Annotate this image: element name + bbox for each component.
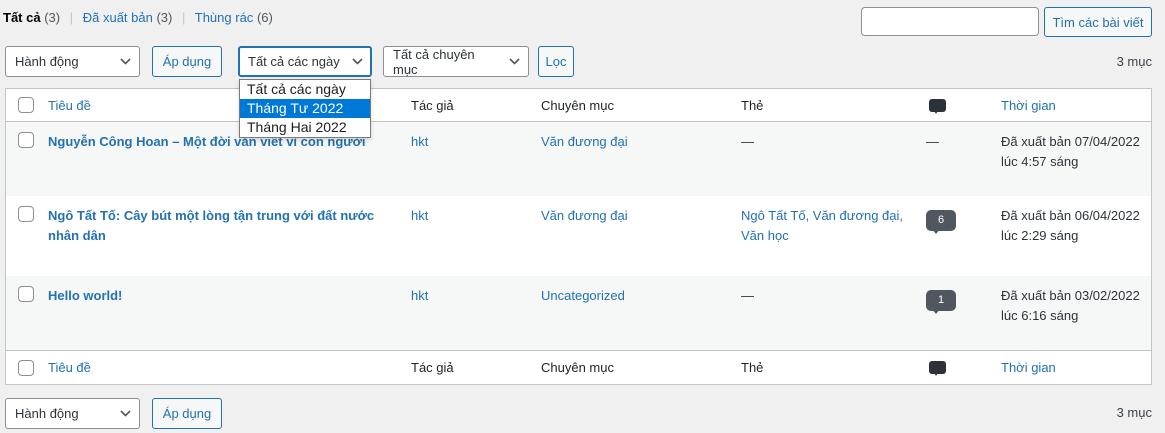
view-published-count-value: (3): [156, 10, 173, 25]
items-count-bottom: 3 mục: [1116, 405, 1152, 420]
view-all-link[interactable]: Tất cả: [3, 10, 41, 25]
posts-table: Tiêu đề Tác giả Chuyên mục Thẻ Thời gian…: [5, 88, 1152, 385]
post-status: Đã xuất bản: [1001, 288, 1072, 303]
search-posts-button[interactable]: Tìm các bài viết: [1044, 7, 1152, 37]
column-header-author: Tác giả: [411, 97, 454, 113]
filter-button[interactable]: Lọc: [538, 46, 574, 77]
items-count-top: 3 mục: [1116, 54, 1152, 69]
author-link[interactable]: hkt: [411, 288, 429, 303]
select-all-checkbox[interactable]: [18, 359, 34, 376]
date-cell: Đã xuất bản 06/04/2022 lúc 2:29 sáng: [996, 196, 1146, 276]
comments-icon: [929, 361, 946, 376]
view-published-link[interactable]: Đã xuất bản: [82, 10, 153, 25]
view-all-count-value: (3): [44, 10, 61, 25]
table-row: Nguyễn Công Hoan – Một đời văn viết vì c…: [6, 122, 1151, 196]
date-filter-value: Tất cả các ngày: [248, 54, 340, 69]
tags-value: —: [741, 288, 754, 303]
select-all-checkbox[interactable]: [18, 97, 34, 113]
column-footer-author: Tác giả: [411, 360, 454, 375]
chevron-down-icon: [120, 58, 131, 65]
separator: |: [69, 10, 74, 25]
column-header-tags: Thẻ: [741, 97, 764, 113]
comments-value: —: [926, 134, 939, 149]
date-cell: Đã xuất bản 07/04/2022 lúc 4:57 sáng: [996, 122, 1146, 196]
bulk-action-select-bottom[interactable]: Hành động: [5, 398, 140, 429]
row-checkbox[interactable]: [18, 286, 34, 302]
post-title-link[interactable]: Ngô Tất Tố: Cây bút một lòng tận trung v…: [48, 208, 375, 244]
category-link[interactable]: Văn đương đại: [541, 208, 628, 223]
column-header-date[interactable]: Thời gian: [1001, 97, 1056, 113]
post-status: Đã xuất bản: [1001, 208, 1072, 223]
date-filter-dropdown: Tất cả các ngày Tháng Tư 2022 Tháng Hai …: [239, 79, 371, 138]
row-checkbox[interactable]: [18, 132, 34, 148]
view-trash-count-value: (6): [256, 10, 273, 25]
tags-links[interactable]: Ngô Tất Tố, Văn đương đại, Văn học: [741, 208, 904, 244]
author-link[interactable]: hkt: [411, 208, 429, 223]
post-status: Đã xuất bản: [1001, 134, 1072, 149]
post-date: 03/02/2022 lúc 6:16 sáng: [1001, 288, 1140, 324]
table-row: Hello world! hkt Uncategorized — 1 Đã xu…: [6, 276, 1151, 350]
table-row: Ngô Tất Tố: Cây bút một lòng tận trung v…: [6, 196, 1151, 276]
date-cell: Đã xuất bản 03/02/2022 lúc 6:16 sáng: [996, 276, 1146, 350]
bulk-action-value: Hành động: [15, 406, 79, 421]
tags-value: —: [741, 134, 754, 149]
post-title-link[interactable]: Hello world!: [48, 288, 123, 303]
category-filter-select[interactable]: Tất cả chuyên mục: [383, 46, 529, 77]
apply-button-bottom[interactable]: Áp dụng: [152, 398, 222, 429]
comments-count-bubble[interactable]: 1: [926, 290, 956, 314]
author-link[interactable]: hkt: [411, 134, 429, 149]
table-header-row: Tiêu đề Tác giả Chuyên mục Thẻ Thời gian: [6, 89, 1151, 122]
table-footer-row: Tiêu đề Tác giả Chuyên mục Thẻ Thời gian: [6, 350, 1151, 384]
view-filters: Tất cả (3) | Đã xuất bản (3) | Thùng rác…: [3, 10, 273, 25]
category-link[interactable]: Văn đương đại: [541, 134, 628, 149]
chevron-down-icon: [120, 410, 131, 417]
column-header-category: Chuyên mục: [541, 97, 614, 113]
view-trash-link[interactable]: Thùng rác: [194, 10, 254, 25]
apply-button-top[interactable]: Áp dụng: [152, 46, 222, 77]
separator: |: [181, 10, 186, 25]
column-footer-tags: Thẻ: [741, 360, 764, 375]
dropdown-option-april-2022[interactable]: Tháng Tư 2022: [240, 99, 370, 118]
dropdown-option-february-2022[interactable]: Tháng Hai 2022: [247, 119, 347, 135]
column-footer-category: Chuyên mục: [541, 360, 614, 375]
category-filter-value: Tất cả chuyên mục: [393, 46, 475, 77]
comments-icon: [929, 98, 946, 114]
dropdown-option-all-dates[interactable]: Tất cả các ngày: [247, 81, 346, 97]
column-footer-date[interactable]: Thời gian: [1001, 360, 1056, 375]
post-date: 07/04/2022 lúc 4:57 sáng: [1001, 134, 1140, 170]
bulk-action-select-top[interactable]: Hành động: [5, 46, 140, 77]
chevron-down-icon: [509, 58, 520, 65]
chevron-down-icon: [352, 58, 363, 65]
comments-count-bubble[interactable]: 6: [926, 210, 956, 234]
row-checkbox[interactable]: [18, 206, 34, 222]
bulk-action-value: Hành động: [15, 54, 79, 69]
column-footer-title[interactable]: Tiêu đề: [48, 360, 91, 375]
search-input[interactable]: [861, 7, 1039, 36]
category-link[interactable]: Uncategorized: [541, 288, 625, 303]
date-filter-select[interactable]: Tất cả các ngày: [238, 46, 372, 77]
column-header-title[interactable]: Tiêu đề: [48, 97, 91, 113]
post-date: 06/04/2022 lúc 2:29 sáng: [1001, 208, 1140, 244]
